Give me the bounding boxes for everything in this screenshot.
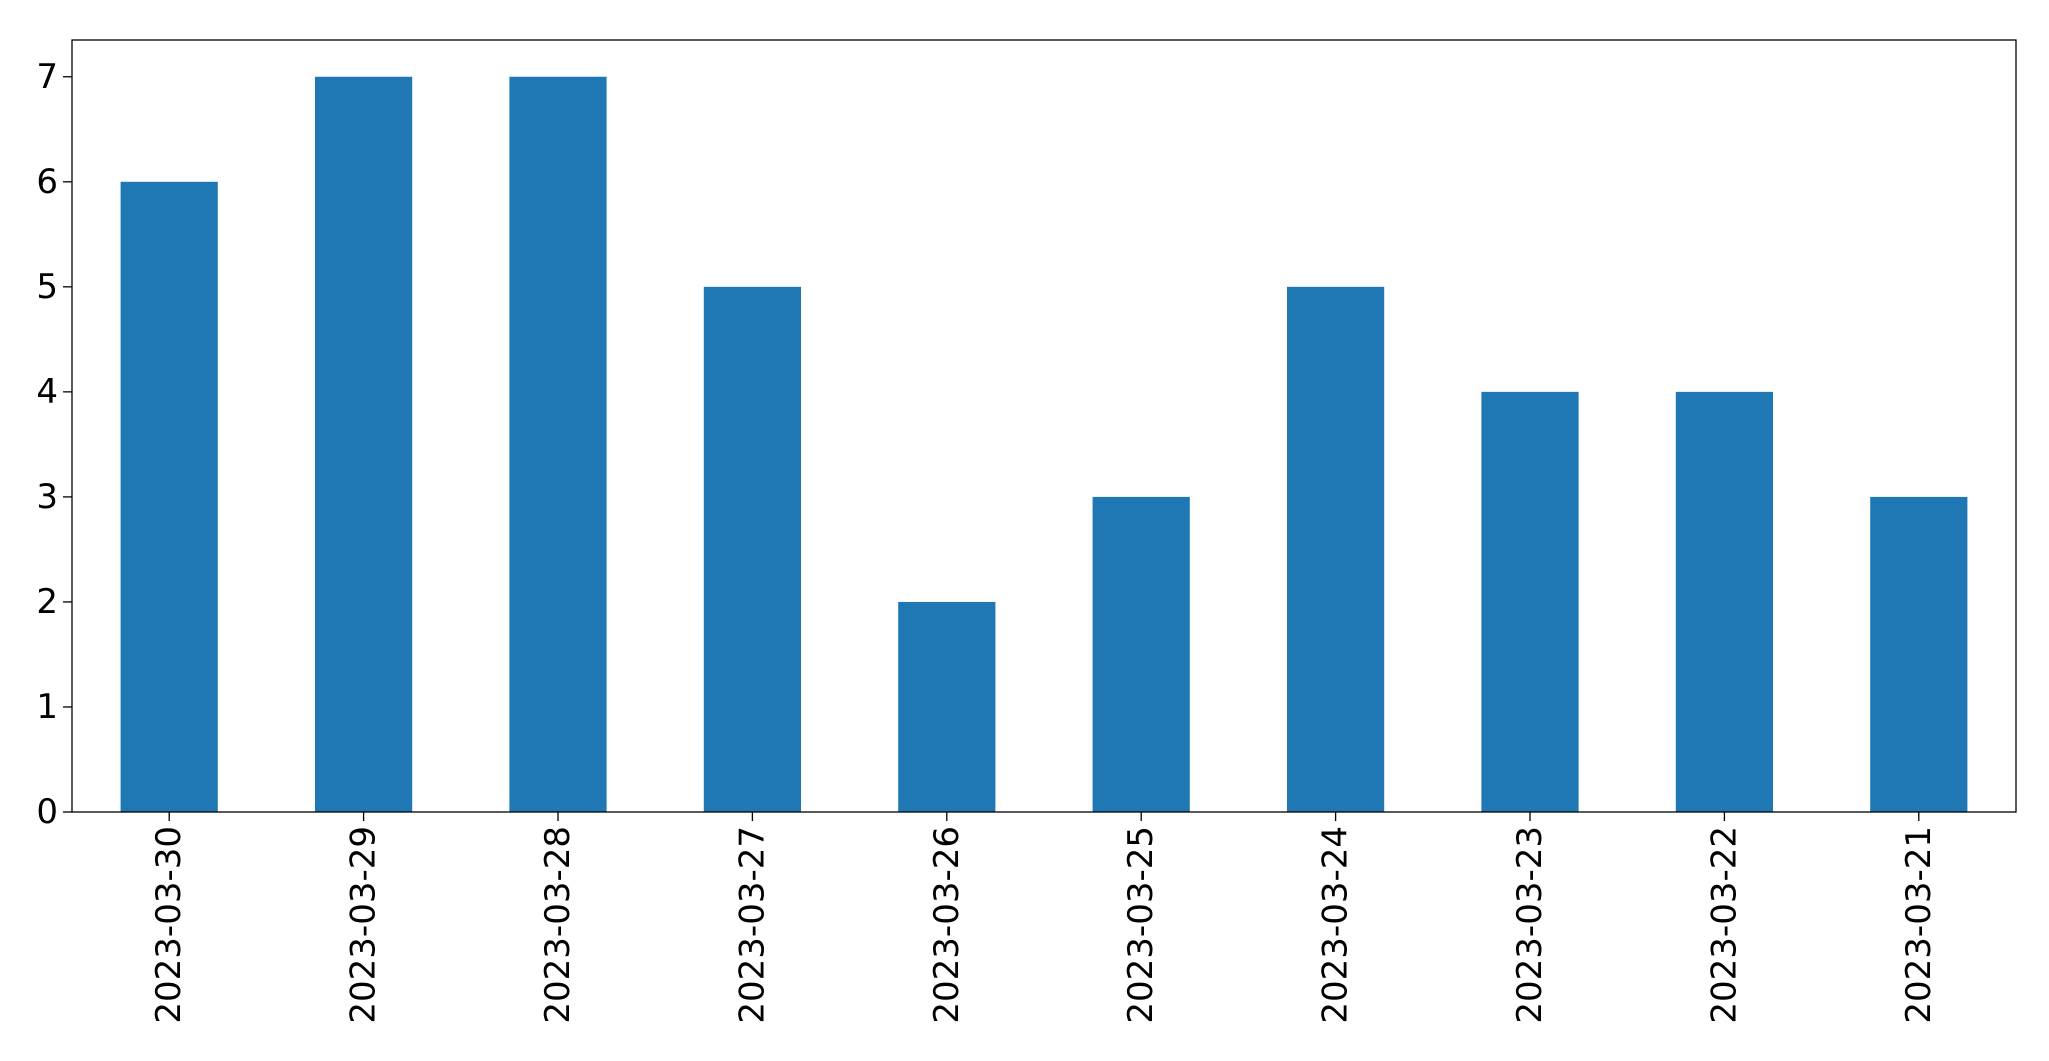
x-axis: 2023-03-30 2023-03-29 2023-03-28 2023-03-27… (149, 812, 1939, 1024)
x-tick-label: 2023-03-22 (1704, 826, 1744, 1024)
bars-group (120, 76, 1968, 813)
bar-2023-03-29 (315, 76, 413, 812)
y-tick-label: 3 (36, 477, 58, 517)
bar-2023-03-26 (898, 601, 996, 812)
x-tick-label: 2023-03-30 (149, 826, 189, 1024)
bar-2023-03-25 (1092, 496, 1190, 812)
bar-2023-03-28 (509, 76, 607, 812)
x-tick-label: 2023-03-29 (344, 826, 384, 1024)
x-tick-label: 2023-03-21 (1899, 826, 1939, 1024)
x-tick-label: 2023-03-24 (1316, 826, 1356, 1024)
bar-2023-03-24 (1287, 286, 1385, 812)
bar-2023-03-23 (1481, 391, 1579, 812)
x-tick-label: 2023-03-23 (1510, 826, 1550, 1024)
bar-2023-03-30 (120, 181, 218, 813)
bar-2023-03-22 (1675, 391, 1773, 812)
bar-2023-03-27 (703, 286, 801, 812)
y-tick-label: 1 (36, 687, 58, 727)
bar-2023-03-21 (1870, 496, 1968, 812)
y-tick-label: 0 (36, 792, 58, 832)
y-tick-label: 7 (36, 57, 58, 97)
plot-frame (71, 39, 2017, 813)
y-tick-label: 5 (36, 267, 58, 307)
x-tick-label: 2023-03-25 (1121, 826, 1161, 1024)
y-axis: 0 1 2 3 4 5 6 7 (36, 57, 72, 832)
x-tick-label: 2023-03-26 (927, 826, 967, 1024)
x-tick-label: 2023-03-28 (538, 826, 578, 1024)
y-tick-label: 6 (36, 162, 58, 202)
y-tick-label: 4 (36, 372, 58, 412)
y-tick-label: 2 (36, 582, 58, 622)
x-tick-label: 2023-03-27 (732, 826, 772, 1024)
